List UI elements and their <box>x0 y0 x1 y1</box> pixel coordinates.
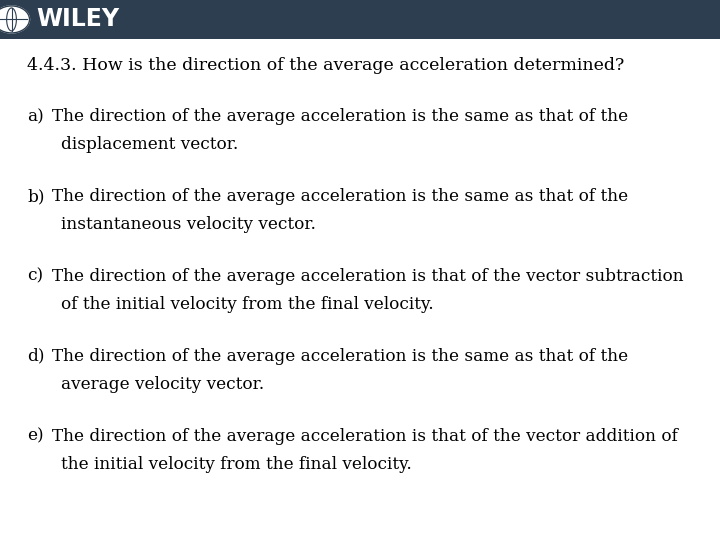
Text: instantaneous velocity vector.: instantaneous velocity vector. <box>61 216 316 233</box>
Text: e): e) <box>27 428 44 444</box>
Text: average velocity vector.: average velocity vector. <box>61 376 264 393</box>
Text: c): c) <box>27 268 43 285</box>
Text: 4.4.3. How is the direction of the average acceleration determined?: 4.4.3. How is the direction of the avera… <box>27 57 625 73</box>
Text: WILEY: WILEY <box>36 8 119 31</box>
Text: The direction of the average acceleration is the same as that of the: The direction of the average acceleratio… <box>52 348 628 364</box>
Text: of the initial velocity from the final velocity.: of the initial velocity from the final v… <box>61 296 434 313</box>
Text: The direction of the average acceleration is the same as that of the: The direction of the average acceleratio… <box>52 108 628 125</box>
Text: the initial velocity from the final velocity.: the initial velocity from the final velo… <box>61 456 412 472</box>
Circle shape <box>0 6 30 33</box>
Text: The direction of the average acceleration is that of the vector subtraction: The direction of the average acceleratio… <box>52 268 683 285</box>
Text: The direction of the average acceleration is the same as that of the: The direction of the average acceleratio… <box>52 188 628 205</box>
Text: The direction of the average acceleration is that of the vector addition of: The direction of the average acceleratio… <box>52 428 678 444</box>
Text: b): b) <box>27 188 45 205</box>
Text: a): a) <box>27 108 44 125</box>
FancyBboxPatch shape <box>0 0 720 39</box>
Text: displacement vector.: displacement vector. <box>61 136 238 153</box>
Text: d): d) <box>27 348 45 364</box>
